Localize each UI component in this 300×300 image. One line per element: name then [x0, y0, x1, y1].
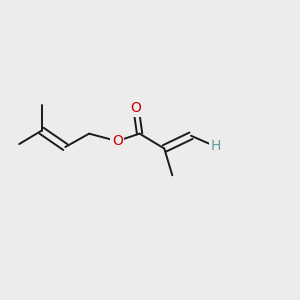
Text: H: H	[210, 140, 220, 153]
Text: O: O	[112, 134, 123, 148]
Text: O: O	[130, 101, 142, 116]
